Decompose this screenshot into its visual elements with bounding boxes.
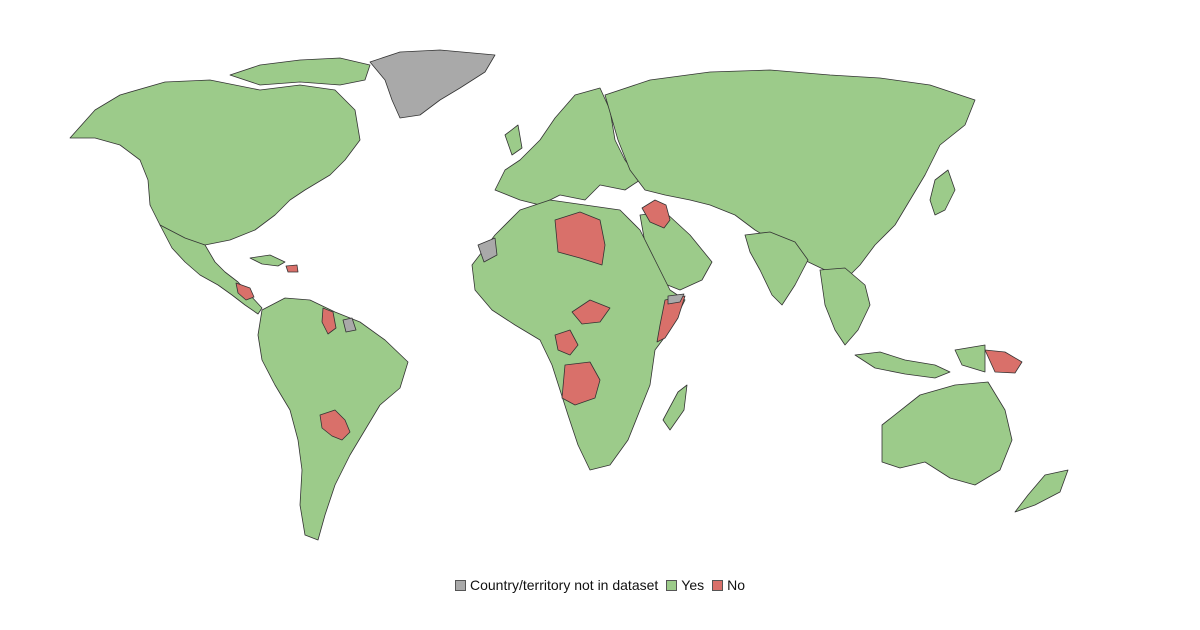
legend-item-yes: Yes [666,577,704,593]
region-north-america-islands [229,57,371,86]
region-europe [494,87,641,206]
region-paraguay [319,409,351,441]
region-north-america [69,79,361,246]
region-congo [554,329,579,356]
legend: Country/territory not in dataset Yes No [0,574,1200,596]
region-french-guiana [342,317,357,333]
region-russia-asia [604,69,976,281]
region-new-zealand [1014,469,1069,513]
legend-swatch-green [666,579,678,591]
legend-item-no: No [712,577,745,593]
region-iraq [641,199,671,229]
region-guyana [321,307,337,335]
region-madagascar [662,384,688,431]
region-libya [554,211,606,266]
legend-item-not-in-dataset: Country/territory not in dataset [454,577,659,593]
region-angola [561,361,601,406]
region-southeast-asia [819,267,871,346]
legend-label: Country/territory not in dataset [469,577,659,593]
region-western-sahara [477,237,498,263]
region-caribbean [249,254,286,267]
region-africa [471,199,686,471]
region-indonesia [854,351,951,379]
region-new-guinea-west [954,344,986,373]
region-papua-new-guinea [984,349,1023,374]
legend-label: No [727,577,746,593]
region-central-america [159,224,263,315]
region-uk-ireland [504,124,523,156]
region-haiti [285,264,299,273]
legend-swatch-grey [454,579,466,591]
legend-swatch-red [712,579,724,591]
region-nicaragua [235,282,255,301]
region-central-african-republic [571,299,611,325]
legend-label: Yes [681,577,705,593]
region-greenland [369,49,496,119]
region-india [744,231,809,306]
region-somaliland [667,293,685,305]
region-australia [881,381,1013,486]
region-somalia [656,295,686,343]
region-japan [929,169,956,216]
